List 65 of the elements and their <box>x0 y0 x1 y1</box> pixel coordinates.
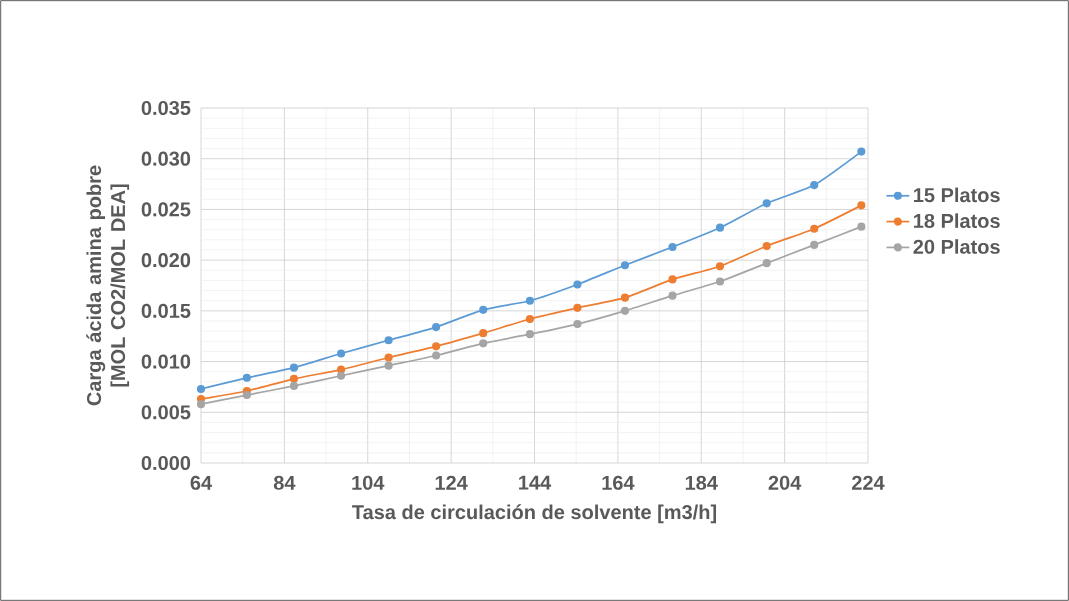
point <box>620 293 630 302</box>
point <box>337 371 346 380</box>
point <box>715 223 725 232</box>
point <box>384 353 393 362</box>
x-tick-label: 124 <box>435 475 468 490</box>
point <box>857 147 866 156</box>
y-tick-label: 0.005 <box>141 405 191 420</box>
x-tick-label: 204 <box>768 475 802 490</box>
point <box>479 339 488 348</box>
point <box>289 374 299 383</box>
y-tick-label: 0.000 <box>141 455 191 471</box>
y-tick-label: 0.025 <box>141 202 191 217</box>
point <box>384 336 393 345</box>
point <box>715 277 725 286</box>
x-tick-label: 144 <box>519 475 552 490</box>
point <box>242 390 251 400</box>
point <box>525 314 534 324</box>
point <box>573 319 582 329</box>
x-tick-label: 184 <box>685 475 718 490</box>
point <box>384 361 393 370</box>
point <box>242 373 251 382</box>
point <box>810 240 819 249</box>
point <box>810 224 819 233</box>
point <box>668 275 677 284</box>
point <box>715 262 725 271</box>
y-tick-label: 0.010 <box>141 354 191 369</box>
point <box>857 201 866 210</box>
point <box>762 259 771 268</box>
x-tick-label: 224 <box>852 475 885 490</box>
point <box>668 242 677 252</box>
point <box>432 342 441 351</box>
y-tick-label: 0.015 <box>141 303 191 318</box>
point <box>810 181 819 190</box>
x-tick-label: 84 <box>273 475 296 490</box>
y-tick-label: 0.020 <box>141 253 191 268</box>
x-axis-title: Tasa de circulación de solvente [m3/h] <box>352 504 717 524</box>
point <box>432 351 441 360</box>
point <box>762 241 771 251</box>
y-tick-label: 0.030 <box>141 151 191 166</box>
legend-label: 18 Platos <box>914 213 1000 229</box>
point <box>857 222 866 231</box>
point <box>479 329 488 338</box>
point <box>525 296 534 305</box>
point <box>289 363 299 372</box>
point <box>337 365 346 374</box>
point <box>668 291 677 300</box>
x-tick-label: 164 <box>602 475 635 490</box>
point <box>762 199 771 208</box>
point <box>196 384 206 394</box>
y-axis-title: Carga ácida amina pobre [MOL CO2/MOL DEA] <box>86 165 130 406</box>
point <box>573 303 582 312</box>
point <box>196 400 206 409</box>
point <box>620 261 630 270</box>
y-tick-label: 0.035 <box>141 100 191 116</box>
point <box>337 349 346 358</box>
point <box>432 323 441 332</box>
point <box>620 306 630 315</box>
point <box>479 305 488 314</box>
x-tick-label: 104 <box>352 475 385 490</box>
x-tick-label: 64 <box>190 475 213 490</box>
legend-label: 15 Platos <box>914 187 1000 203</box>
point <box>573 280 582 289</box>
legend-label: 20 Platos <box>913 239 1000 254</box>
point <box>289 381 299 390</box>
point <box>525 330 534 339</box>
